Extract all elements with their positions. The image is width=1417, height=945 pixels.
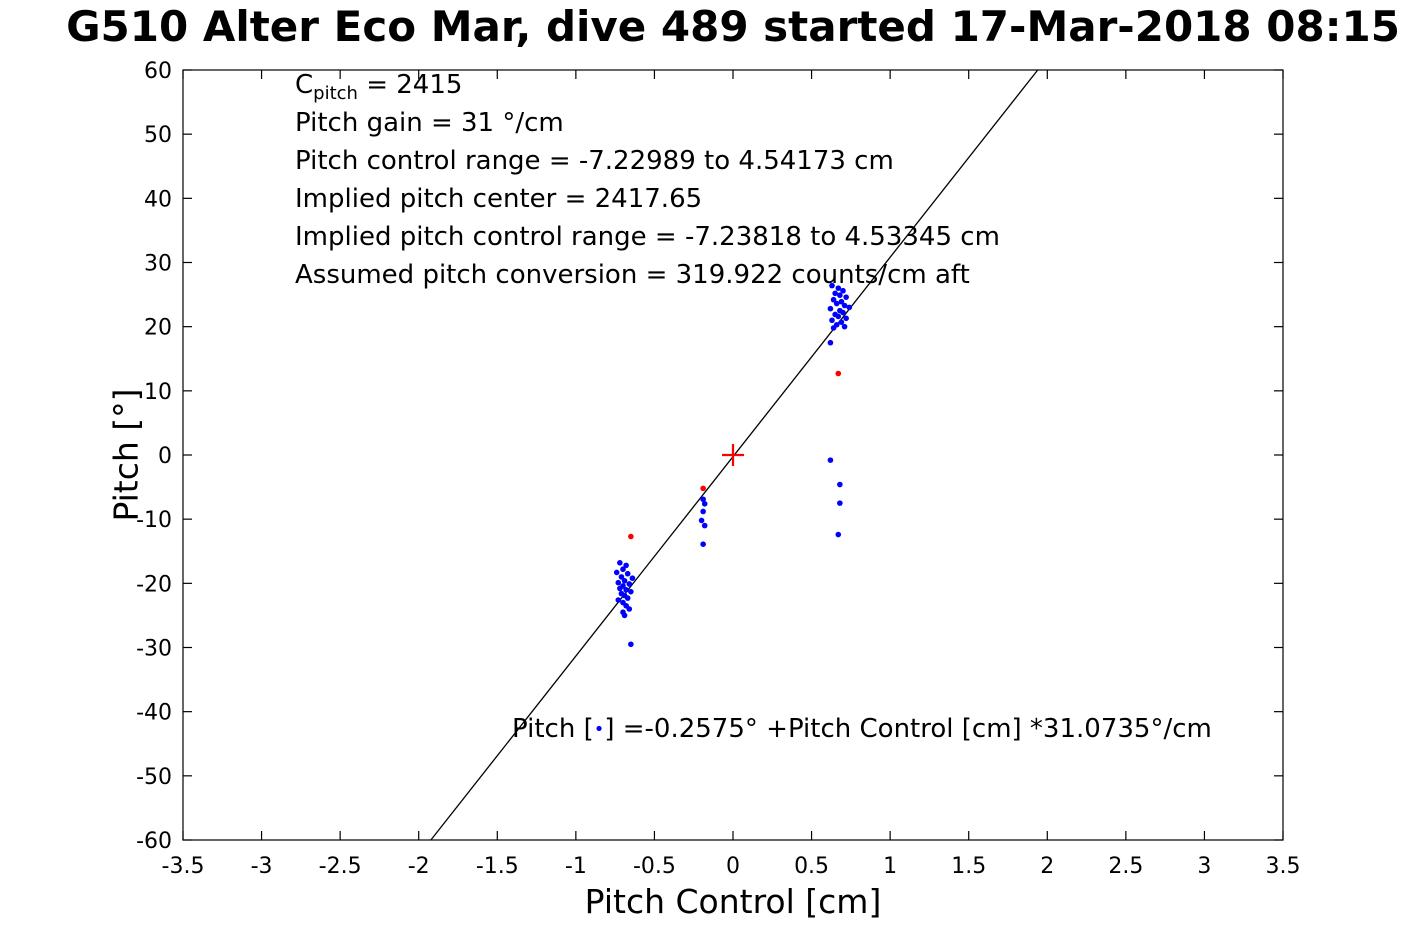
x-tick-label: 2 bbox=[1040, 854, 1054, 879]
cpitch-base: C bbox=[295, 70, 314, 100]
pitch-observations-point bbox=[617, 585, 623, 592]
pitch-observations-point bbox=[617, 560, 623, 566]
pitch-observations-point bbox=[838, 298, 845, 305]
pitch-observations-point bbox=[827, 339, 834, 346]
pitch-observations-point bbox=[829, 317, 835, 324]
x-tick-label: -1 bbox=[565, 854, 587, 879]
y-tick-label: -30 bbox=[136, 637, 172, 662]
pitch-observations-point bbox=[832, 290, 838, 297]
y-tick-label: -50 bbox=[136, 765, 172, 790]
pitch-observations-point bbox=[700, 508, 706, 515]
pitch-observations-point bbox=[628, 641, 634, 648]
chart-title: G510 Alter Eco Mar, dive 489 started 17-… bbox=[66, 2, 1400, 51]
pitch-observations-point bbox=[629, 575, 636, 581]
pitch-observations-point bbox=[827, 305, 834, 312]
pitch-observations-point bbox=[700, 541, 706, 547]
x-tick-label: 3 bbox=[1197, 854, 1211, 879]
flagged-observations-point bbox=[700, 485, 706, 492]
pitch-observations-point bbox=[613, 569, 620, 576]
pitch-observations-point bbox=[835, 313, 842, 320]
y-tick-label: 40 bbox=[144, 187, 172, 212]
pitch-observations-point bbox=[615, 579, 622, 586]
pitch-observations-point bbox=[623, 586, 629, 593]
x-tick-label: 1 bbox=[883, 854, 897, 879]
x-tick-label: 0 bbox=[726, 854, 740, 879]
y-tick-label: 20 bbox=[144, 316, 172, 341]
pitch-observations-point bbox=[841, 302, 848, 309]
flagged-observations-point bbox=[628, 533, 634, 540]
pitch-observations-point bbox=[829, 282, 835, 289]
pitch-observations-point bbox=[843, 315, 849, 322]
blue-dot-marker-icon: • bbox=[593, 719, 605, 740]
pitch-observations-point bbox=[621, 577, 628, 584]
pitch-observations-point bbox=[838, 319, 845, 325]
pitch-observations-point bbox=[835, 531, 842, 538]
cpitch-line: Cpitch = 2415 bbox=[295, 66, 1000, 104]
assumed-pitch-conversion-line: Assumed pitch conversion = 319.922 count… bbox=[295, 260, 970, 290]
x-tick-label: -2.5 bbox=[319, 854, 362, 879]
x-tick-label: 1.5 bbox=[951, 854, 986, 879]
pitch-observations-point bbox=[624, 570, 631, 577]
pitch-observations-point bbox=[615, 597, 622, 603]
y-tick-label: 0 bbox=[158, 444, 172, 469]
pitch-observations-point bbox=[620, 566, 626, 573]
x-tick-label: -3 bbox=[251, 854, 273, 879]
y-tick-label: 10 bbox=[144, 380, 172, 405]
y-axis-label: Pitch [°] bbox=[106, 388, 146, 522]
fit-equation-prefix: Pitch [ bbox=[512, 714, 594, 744]
pitch-observations-point bbox=[623, 562, 629, 569]
pitch-observations-point bbox=[618, 574, 625, 580]
pitch-observations-point bbox=[701, 522, 708, 529]
pitch-observations-point bbox=[846, 304, 853, 311]
implied-pitch-control-range-line: Implied pitch control range = -7.23818 t… bbox=[295, 222, 1000, 252]
y-tick-label: -10 bbox=[136, 508, 172, 533]
x-tick-label: 3.5 bbox=[1266, 854, 1301, 879]
pitch-gain-line: Pitch gain = 31 °/cm bbox=[295, 108, 564, 138]
fit-equation: Pitch [•] =-0.2575° +Pitch Control [cm] … bbox=[512, 714, 1212, 744]
pitch-observations-point bbox=[835, 285, 842, 291]
x-tick-label: -0.5 bbox=[633, 854, 676, 879]
pitch-observations-point bbox=[830, 296, 837, 303]
y-tick-label: -20 bbox=[136, 572, 172, 597]
pitch-observations-point bbox=[827, 457, 834, 463]
pitch-observations-point bbox=[830, 325, 837, 331]
pitch-observations-point bbox=[840, 287, 846, 294]
pitch-observations-point bbox=[624, 595, 631, 601]
pitch-observations-point bbox=[698, 517, 705, 524]
flagged-observations-point bbox=[835, 370, 842, 377]
pitch-observations-point bbox=[840, 309, 846, 316]
x-tick-label: -1.5 bbox=[476, 854, 519, 879]
implied-pitch-center-line: Implied pitch center = 2417.65 bbox=[295, 184, 703, 214]
pitch-observations-point bbox=[626, 581, 633, 587]
pitch-observations-point bbox=[843, 294, 849, 300]
pitch-observations-point bbox=[628, 588, 634, 595]
y-tick-label: 60 bbox=[144, 59, 172, 84]
x-tick-label: 2.5 bbox=[1108, 854, 1143, 879]
x-tick-label: -2 bbox=[408, 854, 430, 879]
y-tick-label: 50 bbox=[144, 123, 172, 148]
cpitch-value: = 2415 bbox=[357, 70, 463, 100]
cpitch-subscript: pitch bbox=[313, 83, 358, 104]
pitch-observations-point bbox=[837, 292, 843, 299]
pitch-control-range-line: Pitch control range = -7.22989 to 4.5417… bbox=[295, 146, 894, 176]
pitch-observations-point bbox=[626, 606, 633, 612]
pitch-observations-point bbox=[701, 500, 708, 507]
pitch-observations-point bbox=[841, 323, 848, 330]
pitch-observations-point bbox=[621, 612, 628, 619]
x-tick-label: 0.5 bbox=[794, 854, 829, 879]
pitch-observations-point bbox=[700, 496, 706, 503]
pitch-observations-point bbox=[837, 500, 843, 506]
x-axis-label: Pitch Control [cm] bbox=[584, 882, 882, 921]
pitch-observations-point bbox=[833, 300, 840, 307]
fit-equation-suffix: ] =-0.2575° +Pitch Control [cm] *31.0735… bbox=[604, 714, 1212, 744]
calibration-annotations: Cpitch = 2415 Pitch gain = 31 °/cm Pitch… bbox=[295, 66, 1000, 294]
x-tick-label: -3.5 bbox=[162, 854, 205, 879]
y-tick-label: 30 bbox=[144, 252, 172, 277]
y-tick-label: -60 bbox=[136, 829, 172, 854]
pitch-observations-point bbox=[837, 481, 843, 488]
y-tick-label: -40 bbox=[136, 701, 172, 726]
